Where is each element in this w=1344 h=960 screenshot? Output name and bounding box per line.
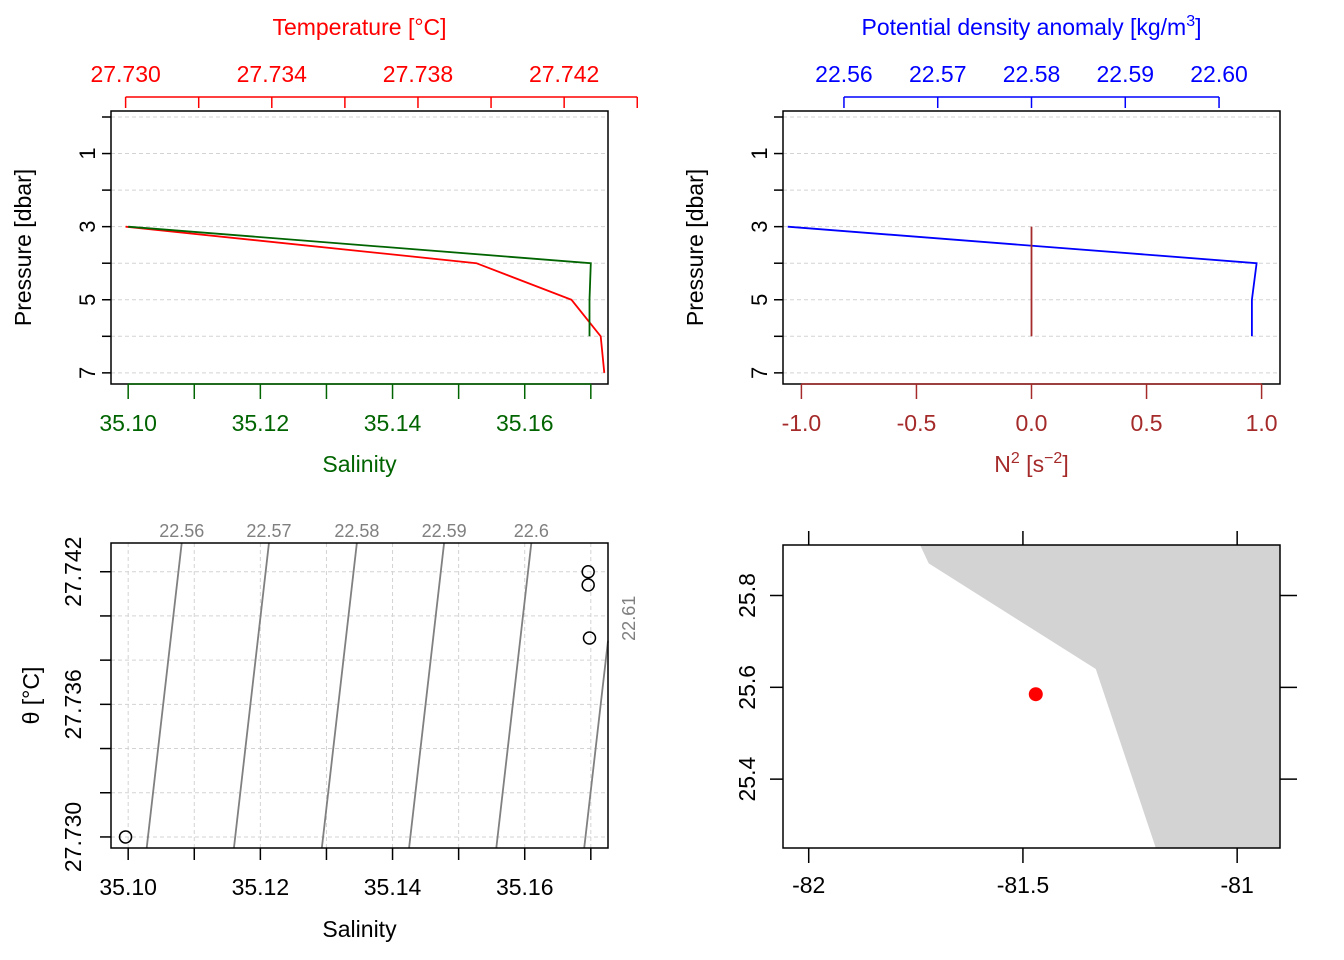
x-tick-label: 35.10 <box>99 874 157 900</box>
lon-tick-label: -81 <box>1221 872 1254 898</box>
lat-tick-label: 25.8 <box>734 573 760 618</box>
x-tick-label: 35.14 <box>364 874 422 900</box>
top-tick-label: 22.60 <box>1190 61 1248 87</box>
isopycnal-line <box>145 542 183 849</box>
isopycnal-label: 22.6 <box>514 521 549 541</box>
map-frame <box>782 544 1281 849</box>
isopycnal-label: 22.58 <box>334 521 379 541</box>
salinity-profile-line <box>128 225 592 337</box>
y-tick-label: 5 <box>747 294 772 306</box>
bottom-tick-label: -1.0 <box>782 410 822 436</box>
y-tick-label: 27.730 <box>60 802 86 872</box>
ts-point <box>582 631 597 645</box>
y-tick-label: 27.742 <box>60 537 86 607</box>
ts-point <box>118 830 133 844</box>
bottom-tick-label: 35.16 <box>496 410 554 436</box>
temperature-profile-line <box>125 225 606 373</box>
lat-tick-label: 25.4 <box>734 757 760 802</box>
top-tick-label: 27.734 <box>237 61 308 87</box>
top-tick-label: 27.730 <box>90 61 160 87</box>
bottom-tick-label: 0.5 <box>1131 410 1163 436</box>
density-profile-line <box>787 225 1258 337</box>
y-tick-label: 1 <box>75 147 100 159</box>
bottom-axis-title: N2 [s−2] <box>994 450 1068 477</box>
top-axis-title: Temperature [°C] <box>272 14 446 40</box>
x-axis-label: Salinity <box>322 916 397 942</box>
y-axis-label: θ [°C] <box>18 667 44 725</box>
station-marker <box>1028 687 1043 702</box>
top-tick-label: 22.57 <box>909 61 967 87</box>
ts-point <box>581 578 595 592</box>
x-tick-label: 35.16 <box>496 874 554 900</box>
y-tick-label: 7 <box>747 367 772 379</box>
lat-tick-label: 25.6 <box>734 665 760 710</box>
land-polygon <box>920 545 1280 848</box>
density-profile-panel: 1 3 5 7 Pressure [dbar] 22.56 22.57 22.58 22.59 2… <box>682 13 1281 477</box>
isopycnal-line <box>320 542 358 849</box>
bottom-tick-label: 35.12 <box>232 410 290 436</box>
isopycnal-line <box>408 542 445 849</box>
ts-point <box>581 564 595 579</box>
isopycnal-line <box>495 542 533 849</box>
isopycnal-label: 22.59 <box>422 521 467 541</box>
top-tick-label: 22.58 <box>1003 61 1061 87</box>
y-tick-label: 7 <box>75 367 100 379</box>
top-tick-label: 22.56 <box>815 61 873 87</box>
isopycnal-line <box>233 542 270 849</box>
y-tick-label: 5 <box>75 294 100 306</box>
isopycnal-label: 22.56 <box>159 521 204 541</box>
bottom-axis-title: Salinity <box>322 451 397 477</box>
ts-profile-panel: 1 3 5 7 Pressure [dbar] 27.730 27.734 27.738 27.… <box>10 14 638 477</box>
lon-tick-label: -81.5 <box>997 872 1049 898</box>
plot-frame <box>110 542 609 849</box>
y-tick-label: 3 <box>75 221 100 233</box>
ts-diagram-panel: 22.56 22.57 22.58 22.59 22.6 22.61 35.10 35.12 3… <box>18 521 639 942</box>
y-tick-label: 3 <box>747 221 772 233</box>
bottom-tick-label: 35.10 <box>99 410 157 436</box>
isopycnal-line <box>583 640 609 849</box>
y-tick-label: 27.736 <box>60 669 86 739</box>
top-tick-label: 22.59 <box>1096 61 1154 87</box>
top-tick-label: 27.742 <box>529 61 599 87</box>
bottom-tick-label: 35.14 <box>364 410 422 436</box>
lon-tick-label: -82 <box>792 872 825 898</box>
isopycnal-label: 22.57 <box>246 521 291 541</box>
bottom-tick-label: -0.5 <box>897 410 937 436</box>
x-tick-label: 35.12 <box>232 874 290 900</box>
y-tick-label: 1 <box>747 147 772 159</box>
y-axis-label: Pressure [dbar] <box>10 169 36 326</box>
top-axis-title: Potential density anomaly [kg/m3] <box>861 13 1201 40</box>
y-axis-label: Pressure [dbar] <box>682 169 708 326</box>
station-map-panel: -82 -81.5 -81 25.4 25.6 25.8 <box>734 531 1297 898</box>
plot-frame <box>110 110 609 385</box>
isopycnal-label: 22.61 <box>619 596 639 641</box>
top-tick-label: 27.738 <box>383 61 453 87</box>
bottom-tick-label: 0.0 <box>1016 410 1048 436</box>
bottom-tick-label: 1.0 <box>1246 410 1278 436</box>
